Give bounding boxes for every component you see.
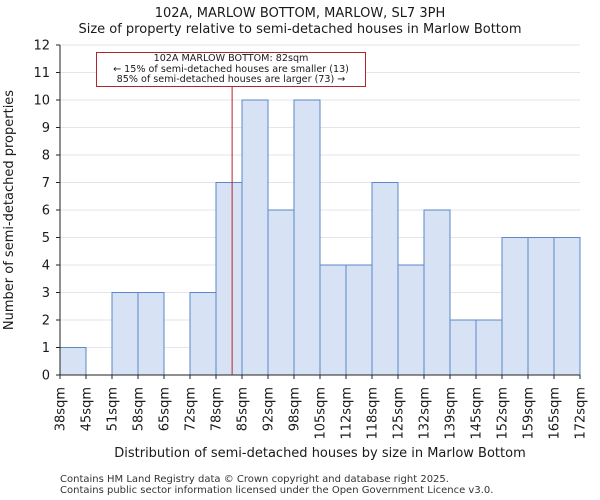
x-tick-label-16: 145sqm (470, 387, 485, 440)
x-tick-label-6: 78sqm (210, 387, 225, 431)
bar-11 (345, 264, 373, 376)
y-tick-label-1: 1 (42, 341, 50, 356)
y-tick-label-11: 11 (33, 66, 50, 81)
x-tick-label-12: 118sqm (366, 387, 381, 440)
bar-10 (319, 264, 347, 376)
x-tick-label-2: 51sqm (106, 387, 121, 431)
bar-6 (215, 182, 243, 376)
x-tick-label-7: 85sqm (236, 387, 251, 431)
x-tick-label-9: 98sqm (288, 387, 303, 431)
chart-title-address: 102A, MARLOW BOTTOM, MARLOW, SL7 3PH (154, 6, 446, 21)
bar-0 (59, 347, 87, 376)
bar-14 (423, 209, 451, 376)
x-tick-label-1: 45sqm (80, 387, 95, 431)
x-tick-label-0: 38sqm (54, 387, 69, 431)
bar-3 (137, 292, 165, 376)
x-tick-label-15: 139sqm (444, 387, 459, 440)
bar-19 (553, 237, 581, 376)
y-tick-label-6: 6 (42, 204, 50, 219)
x-tick-label-10: 105sqm (314, 387, 329, 440)
y-tick-label-4: 4 (42, 259, 50, 274)
x-axis-title: Distribution of semi-detached houses by … (114, 446, 526, 461)
x-tick-label-14: 132sqm (418, 387, 433, 440)
x-tick-label-5: 72sqm (184, 387, 199, 431)
y-tick-label-5: 5 (42, 231, 50, 246)
footer-line-1: Contains HM Land Registry data © Crown c… (60, 474, 449, 485)
bar-12 (371, 182, 399, 376)
y-tick-label-12: 12 (33, 39, 50, 54)
bar-18 (527, 237, 555, 376)
y-tick-label-8: 8 (42, 149, 50, 164)
y-tick-label-3: 3 (42, 286, 50, 301)
y-tick-label-10: 10 (33, 94, 50, 109)
y-axis-title: Number of semi-detached properties (2, 90, 17, 330)
bar-16 (475, 319, 503, 376)
x-tick-label-19: 165sqm (548, 387, 563, 440)
footer-line-2: Contains public sector information licen… (60, 485, 494, 496)
annotation-line-2: ← 15% of semi-detached houses are smalle… (113, 63, 349, 75)
x-tick-label-3: 58sqm (132, 387, 147, 431)
y-tick-label-2: 2 (42, 314, 50, 329)
bar-13 (397, 264, 425, 376)
bar-17 (501, 237, 529, 376)
x-tick-label-17: 152sqm (496, 387, 511, 440)
x-tick-label-4: 65sqm (158, 387, 173, 431)
annotation-line-3: 85% of semi-detached houses are larger (… (116, 74, 346, 86)
property-annotation-box: 102A MARLOW BOTTOM: 82sqm ← 15% of semi-… (96, 52, 366, 87)
bar-7 (241, 99, 269, 376)
y-tick-label-7: 7 (42, 176, 50, 191)
y-tick-label-9: 9 (42, 121, 50, 136)
x-tick-label-13: 125sqm (392, 387, 407, 440)
x-tick-label-11: 112sqm (340, 387, 355, 440)
bar-5 (189, 292, 217, 376)
bar-9 (293, 99, 321, 376)
x-tick-label-18: 159sqm (522, 387, 537, 440)
bar-15 (449, 319, 477, 376)
bar-8 (267, 209, 295, 376)
annotation-line-1: 102A MARLOW BOTTOM: 82sqm (153, 53, 309, 64)
x-tick-label-20: 172sqm (574, 387, 589, 440)
y-tick-label-0: 0 (42, 369, 50, 384)
bar-2 (111, 292, 139, 376)
chart-title: Size of property relative to semi-detach… (78, 22, 522, 37)
x-tick-label-8: 92sqm (262, 387, 277, 431)
